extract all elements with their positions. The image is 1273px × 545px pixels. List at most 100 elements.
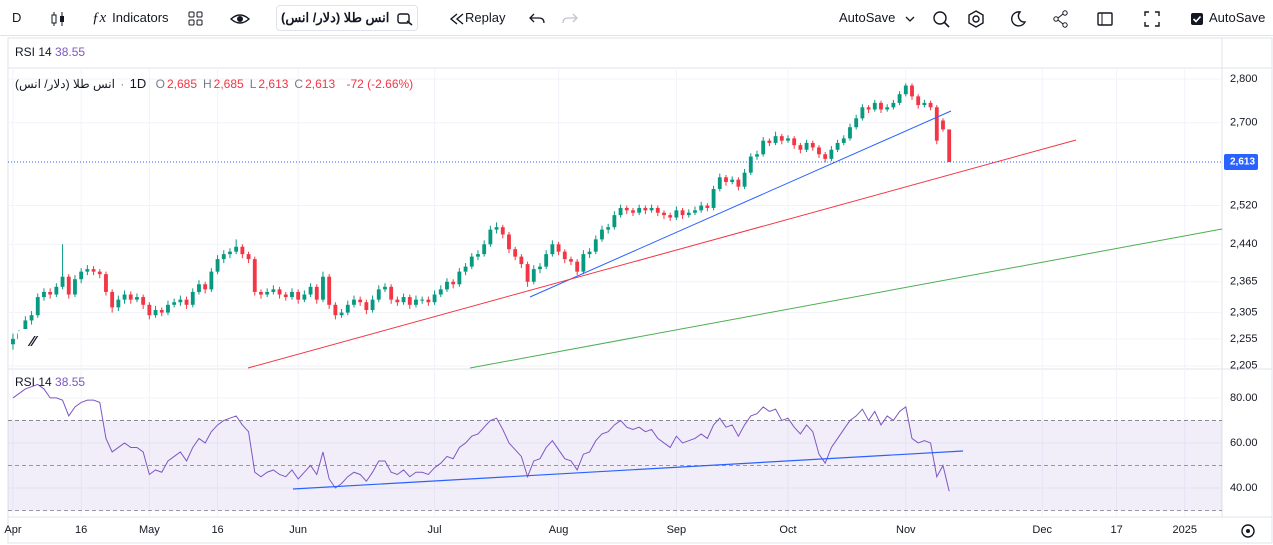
candle-body: [358, 299, 363, 303]
candle-body: [531, 269, 536, 282]
autosave-label: AutoSave: [839, 10, 896, 25]
chart-type-button[interactable]: [49, 9, 67, 27]
legend-dot: ·: [120, 77, 125, 91]
rsi-value: 38.55: [55, 375, 86, 389]
candle-body: [54, 286, 59, 295]
trend-line[interactable]: [247, 139, 1077, 369]
candle-body: [308, 286, 313, 295]
candle-body: [835, 142, 840, 150]
candle-body: [445, 281, 449, 290]
rsi-line: [12, 383, 950, 492]
candle-body: [810, 142, 815, 148]
candle-body: [290, 291, 294, 298]
candle-body: [550, 244, 555, 255]
candle-body: [693, 210, 697, 213]
undo-icon: [529, 13, 545, 23]
autosave-menu[interactable]: AutoSave: [839, 9, 916, 27]
candle-body: [482, 244, 487, 255]
candle-body: [85, 269, 90, 272]
replay-button[interactable]: Replay: [449, 9, 505, 27]
candle-body: [197, 284, 201, 292]
candle-body: [476, 254, 480, 257]
candle-body: [513, 249, 518, 257]
candle-body: [928, 102, 933, 108]
hex-icon: [968, 9, 984, 28]
checkbox-icon: [1191, 12, 1203, 25]
redo-button[interactable]: [562, 9, 578, 27]
candle-body: [575, 261, 580, 272]
search-icon: [397, 12, 413, 26]
trend-line[interactable]: [469, 228, 1223, 369]
rsi-name: RSI 14: [15, 45, 52, 59]
layout-button[interactable]: [1096, 9, 1114, 27]
y-tick-label: 60.00: [1230, 437, 1258, 449]
x-tick-label: Apr: [4, 524, 21, 536]
candle-body: [823, 154, 828, 159]
settings-gear[interactable]: [1241, 524, 1255, 538]
candle-body: [60, 276, 65, 287]
candle-body: [228, 251, 232, 255]
interval-button[interactable]: D: [12, 10, 22, 25]
candle-body: [618, 207, 623, 216]
candle-body: [637, 207, 642, 213]
x-tick-label: Sep: [667, 524, 687, 536]
candle-body: [352, 299, 356, 305]
candle-body: [674, 210, 679, 218]
x-tick-label: Aug: [549, 524, 569, 536]
candle-body: [190, 291, 195, 305]
candle-body: [389, 286, 394, 300]
legend-symbol: انس طلا (دلار/ انس): [15, 77, 115, 91]
share-button[interactable]: [1052, 9, 1070, 28]
candle-body: [854, 118, 859, 128]
candle-body: [401, 297, 406, 303]
candle-body: [804, 142, 809, 150]
indicators-label: Indicators: [112, 10, 169, 25]
candle-body: [407, 297, 412, 305]
candle-body: [879, 102, 883, 110]
y-tick-label: 2,365: [1230, 276, 1258, 288]
legend-key: O: [155, 77, 165, 91]
candle-body: [345, 304, 350, 313]
candle-body: [748, 156, 753, 173]
candle-body: [742, 172, 747, 187]
x-tick-label: May: [139, 524, 160, 536]
undo-button[interactable]: [529, 9, 545, 27]
candle-body: [606, 227, 611, 230]
autosave-checkbox-label: AutoSave: [1209, 10, 1266, 25]
candle-body: [922, 102, 927, 106]
candle-body: [841, 138, 846, 143]
candle-body: [798, 145, 803, 150]
legend-value: 2,685: [166, 77, 197, 91]
candle-body: [624, 207, 629, 211]
candle-body: [569, 259, 573, 262]
x-tick-label: Nov: [896, 524, 916, 536]
candle-body: [159, 309, 164, 313]
layout-icon: [1097, 11, 1113, 26]
candle-body: [705, 205, 710, 208]
trend-line[interactable]: [529, 110, 952, 298]
candle-body: [283, 294, 288, 298]
candle-body: [903, 85, 908, 95]
symbol-search[interactable]: انس طلا (دلار/ انس): [276, 5, 418, 31]
y-tick-label: 2,255: [1230, 333, 1258, 345]
last-price-badge: [1224, 154, 1258, 171]
autosave-checkbox[interactable]: AutoSave: [1190, 9, 1265, 27]
indicators-button[interactable]: ƒx Indicators: [92, 9, 169, 27]
rsi-trend-line[interactable]: [292, 450, 964, 490]
theme-button[interactable]: [1009, 9, 1027, 27]
alert-button[interactable]: [932, 9, 950, 28]
moon-icon: [1011, 10, 1027, 27]
legend-key: H: [203, 77, 212, 91]
candle-body: [600, 229, 604, 240]
last-price-label: 2,613: [1230, 157, 1255, 168]
chevron-icon: [905, 16, 915, 22]
x-tick-label: 17: [1110, 524, 1122, 536]
candle-body: [364, 302, 369, 310]
settings-button[interactable]: [967, 9, 985, 28]
candle-body: [265, 291, 270, 295]
templates-button[interactable]: [188, 9, 204, 27]
candle-body: [761, 140, 766, 155]
visibility-button[interactable]: [229, 9, 251, 27]
candles-icon: [51, 11, 64, 26]
fullscreen-button[interactable]: [1143, 9, 1161, 27]
